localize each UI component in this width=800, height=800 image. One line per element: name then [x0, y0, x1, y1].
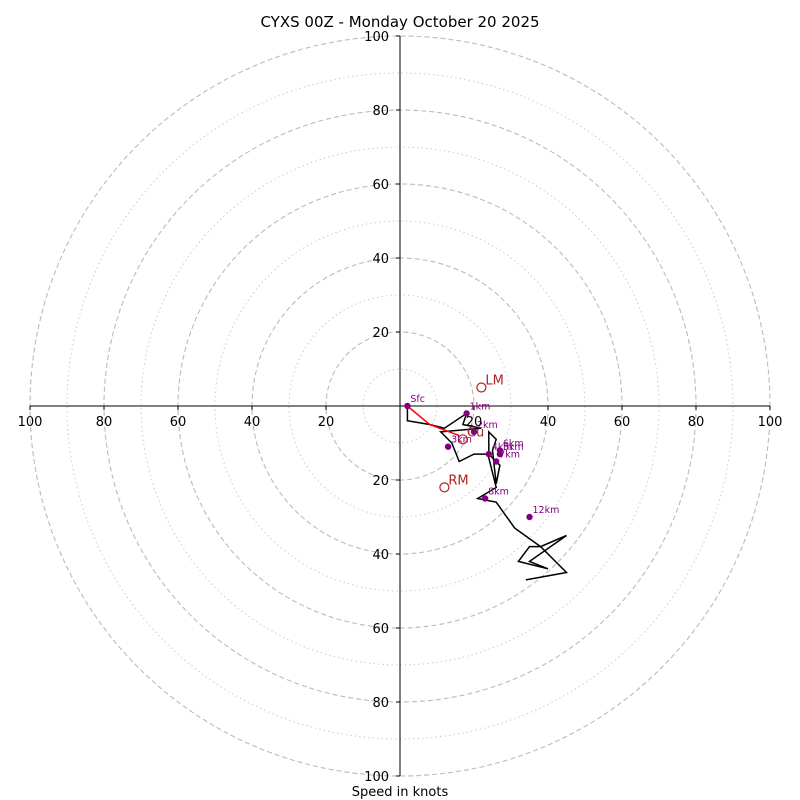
height-point	[481, 495, 489, 502]
x-tick-label: 100	[758, 415, 783, 430]
y-tick-label: 80	[372, 696, 389, 711]
storm-motion-label: Cu	[467, 425, 484, 440]
height-point	[526, 513, 533, 521]
hodograph-trace	[406, 405, 569, 581]
x-tick-label: 80	[96, 415, 113, 430]
x-tick-label: 80	[688, 415, 705, 430]
x-tick-label: 40	[540, 415, 557, 430]
height-point-label: 6km	[503, 438, 524, 449]
storm-motion-marker	[439, 482, 450, 493]
chart-title: CYXS 00Z - Monday October 20 2025	[260, 13, 539, 31]
height-point	[485, 450, 492, 458]
height-point	[470, 428, 478, 436]
y-tick-label: 80	[372, 104, 389, 119]
height-point	[444, 443, 452, 450]
low-level-shear-line	[406, 405, 460, 437]
height-point	[496, 447, 504, 454]
x-tick-label: 40	[244, 415, 261, 430]
y-tick-label: 40	[372, 252, 389, 267]
height-point-label: 7km	[499, 450, 520, 461]
storm-motion-markers: LM Cu RM	[439, 374, 504, 493]
height-point	[493, 458, 500, 465]
x-tick-label: 20	[318, 415, 335, 430]
storm-motion-label: RM	[448, 473, 468, 488]
y-tick-label: 60	[372, 178, 389, 193]
height-point-label: 4km	[492, 442, 513, 453]
height-point-label: 2km	[477, 420, 498, 431]
height-point	[404, 402, 411, 410]
y-tick-label: 20	[372, 474, 389, 489]
y-tick-label: 40	[372, 548, 389, 563]
y-tick-label: 100	[364, 770, 389, 785]
height-point-label: 12km	[533, 505, 560, 516]
height-point-label: 3km	[451, 435, 472, 446]
height-point-label: 8km	[488, 487, 509, 498]
x-tick-label: 60	[170, 415, 187, 430]
y-tick-label: 20	[372, 326, 389, 341]
height-point-label: 5km	[503, 442, 524, 453]
hodograph-line	[406, 406, 569, 581]
axes: 100 80 60 40 20 20 40 60 80 100202040406060808010…	[18, 30, 783, 785]
x-tick-label: 100	[18, 415, 43, 430]
storm-motion-marker	[476, 382, 487, 393]
storm-motion-marker	[457, 434, 468, 445]
storm-motion-label: LM	[485, 374, 503, 389]
y-tick-label: 60	[372, 622, 389, 637]
height-point-label: 1km	[470, 401, 491, 412]
height-point	[463, 410, 470, 417]
x-axis-label: Speed in knots	[352, 785, 449, 800]
x-tick-label: 60	[614, 415, 631, 430]
height-point-label: Sfc	[410, 394, 425, 405]
y-tick-label: 100	[364, 30, 389, 45]
